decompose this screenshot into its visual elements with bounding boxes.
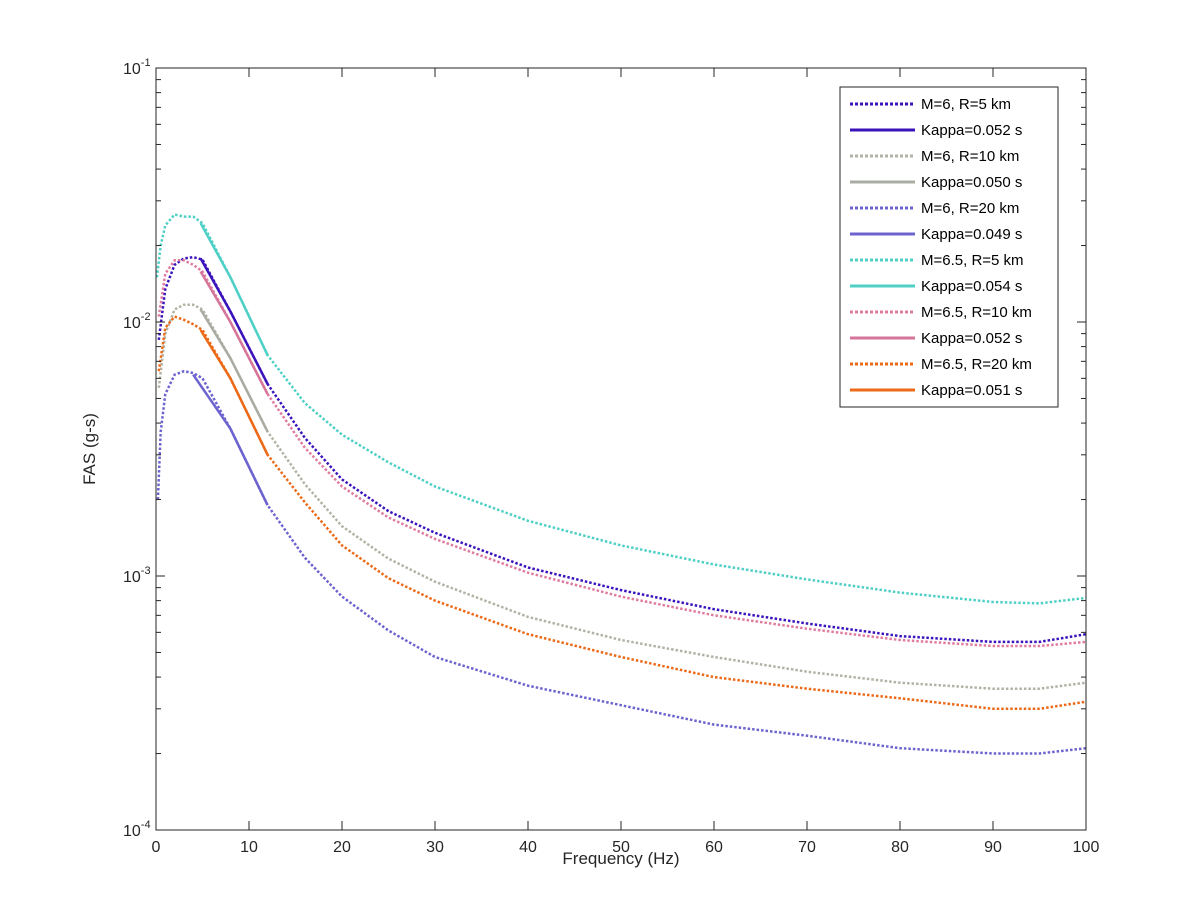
series-line-3-kappa-0-050-s [199,308,269,433]
legend-label: M=6, R=20 km [921,200,1019,217]
series-line-1-kappa-0-052-s [199,257,269,385]
legend-label: Kappa=0.051 s [921,382,1022,399]
legend-label: Kappa=0.052 s [921,122,1022,139]
series-line-4-m-6-r-20-km [156,369,1087,755]
series-line-0-m-6-r-5-km [157,255,1087,644]
x-tick-label: 40 [519,839,537,856]
legend-label: Kappa=0.050 s [921,174,1022,191]
x-tick-label: 30 [426,839,444,856]
y-tick-label: 10-2 [123,311,151,332]
axes-box [155,67,1087,831]
x-tick-label: 70 [798,839,816,856]
x-tick-label: 90 [984,839,1002,856]
series-line-5-kappa-0-049-s [192,373,269,506]
x-axis-label: Frequency (Hz) [562,849,679,868]
x-tick-label: 80 [891,839,909,856]
legend-label: M=6.5, R=10 km [921,304,1032,321]
y-axis-label: FAS (g-s) [80,413,99,485]
y-tick-label: 10-1 [123,57,151,78]
legend-label: Kappa=0.054 s [921,278,1022,295]
legend-box [839,86,1059,408]
x-tick-label: 0 [152,839,161,856]
ticks-layer: 0 10 20 30 40 50 60 70 80 90 100 10-4 10-3 10-2 10-1 [123,57,1099,856]
series-line-9-kappa-0-052-s [199,270,269,395]
x-tick-label: 10 [240,839,258,856]
legend-label: Kappa=0.052 s [921,330,1022,347]
legend-label: M=6, R=5 km [921,96,1011,113]
x-tick-label: 20 [333,839,351,856]
legend-label: Kappa=0.049 s [921,226,1022,243]
legend-label: M=6.5, R=20 km [921,356,1032,373]
legend: M=6, R=5 km Kappa=0.052 s M=6, R=10 km Kapp… [839,86,1059,408]
y-tick-label: 10-3 [123,565,151,586]
legend-label: M=6, R=10 km [921,148,1019,165]
y-tick-label: 10-4 [123,819,151,840]
series-line-11-kappa-0-051-s [199,329,269,456]
x-tick-label: 60 [705,839,723,856]
legend-label: M=6.5, R=5 km [921,252,1024,269]
x-tick-label: 100 [1073,839,1100,856]
series-line-2-m-6-r-10-km [157,303,1087,690]
series-layer [155,213,1087,755]
x-tick-label: 50 [612,839,630,856]
series-line-7-kappa-0-054-s [199,222,269,356]
